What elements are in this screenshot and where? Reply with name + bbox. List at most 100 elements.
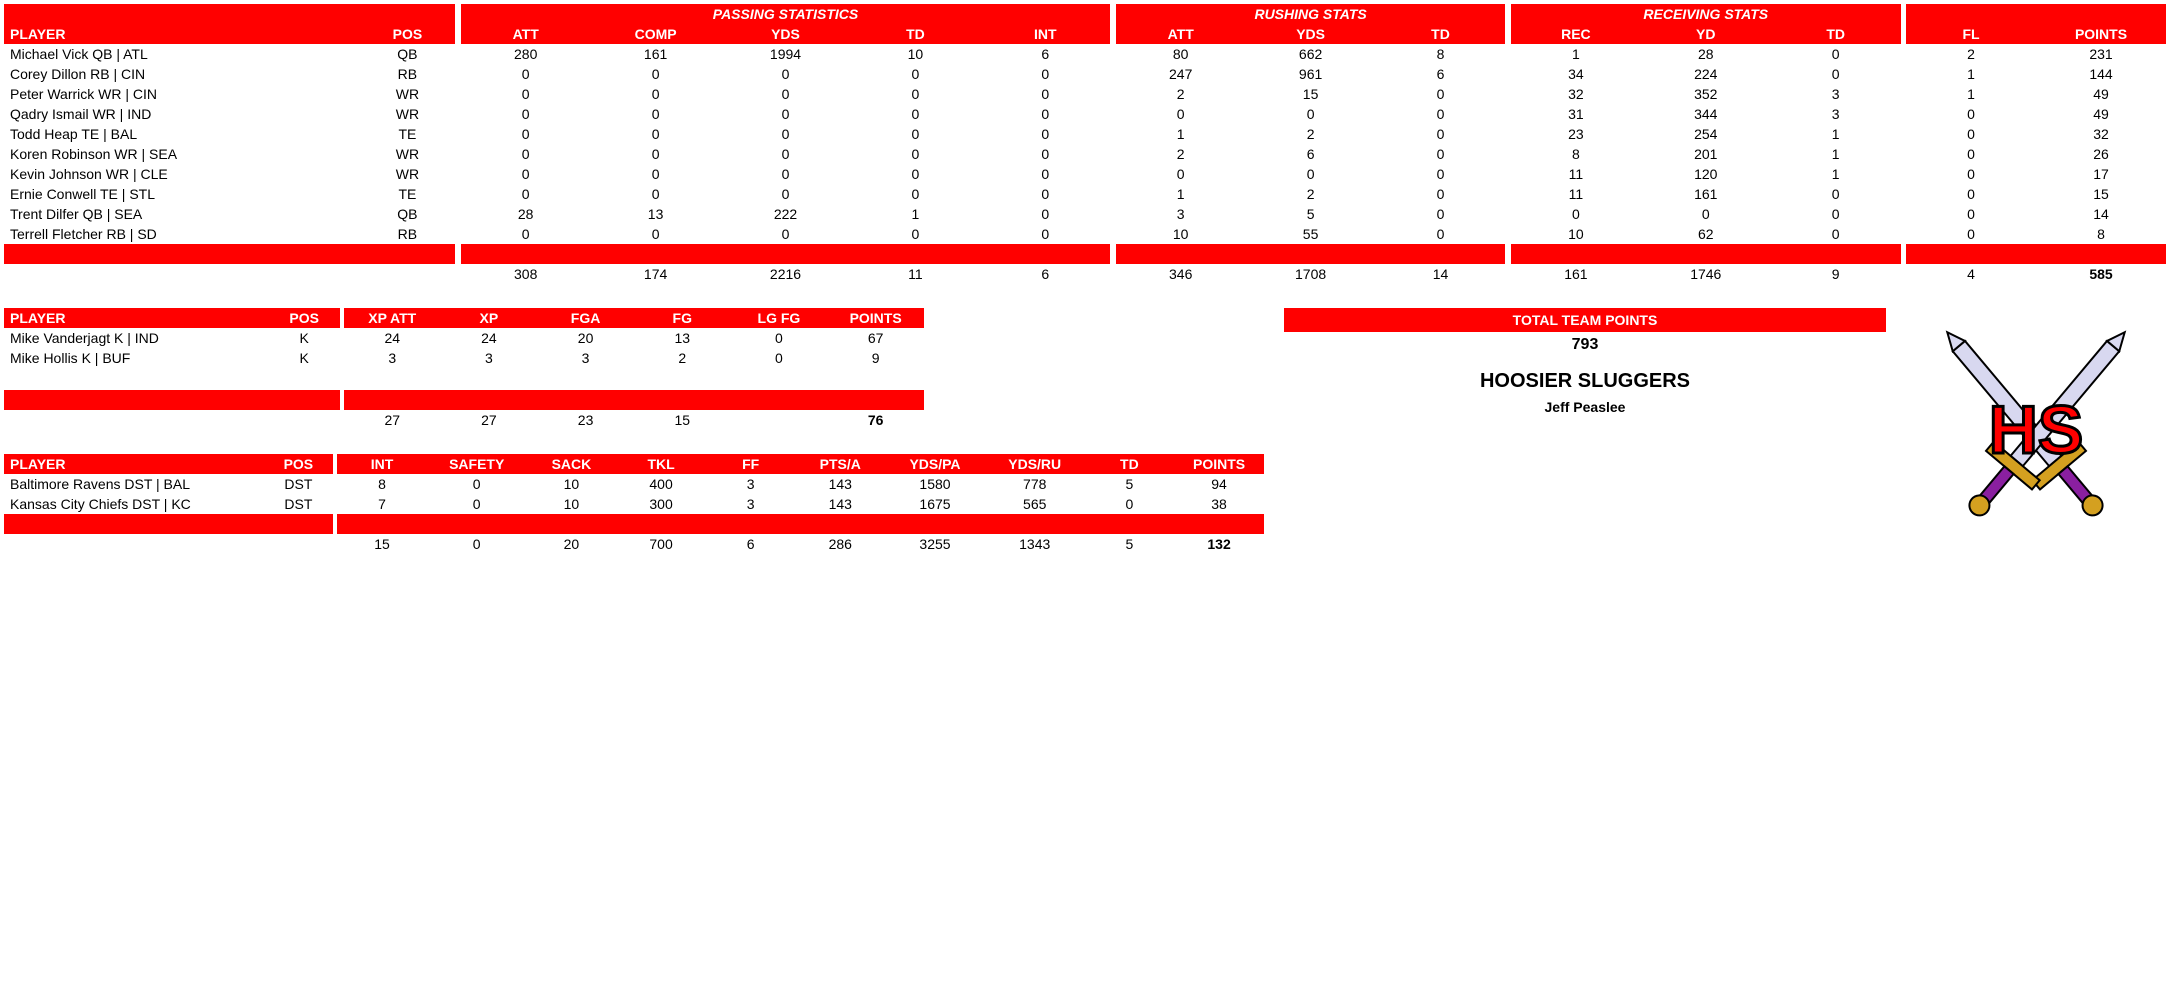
table-cell: Mike Vanderjagt K | IND	[4, 328, 269, 348]
table-cell: 231	[2036, 44, 2166, 64]
table-cell: 1	[1116, 184, 1246, 204]
table-cell: 280	[461, 44, 591, 64]
table-cell: 28	[461, 204, 591, 224]
table-row: Baltimore Ravens DST | BALDST80104003143…	[4, 474, 1264, 494]
table-cell: 0	[850, 224, 980, 244]
table-row: Kevin Johnson WR | CLEWR0000000011120101…	[4, 164, 2166, 184]
table-cell: 778	[985, 474, 1085, 494]
total-team-points-label: TOTAL TEAM POINTS	[1284, 308, 1886, 332]
table-cell: 0	[980, 184, 1110, 204]
table-cell: 3	[441, 348, 538, 368]
table-cell: 1	[1771, 124, 1901, 144]
table-cell: 11	[1511, 164, 1641, 184]
offense-totals-row: 308 174 2216 11 6 346 1708 14 161 1746 9…	[4, 264, 2166, 284]
table-cell: 0	[850, 124, 980, 144]
table-cell: 0	[1906, 224, 2036, 244]
table-cell: 254	[1641, 124, 1771, 144]
table-cell: 6	[1246, 144, 1376, 164]
table-cell: DST	[263, 494, 333, 514]
table-cell: TE	[360, 184, 456, 204]
table-cell: 400	[616, 474, 706, 494]
kickers-column-header-row: PLAYER POS XP ATT XP FGA FG LG FG POINTS	[4, 308, 924, 328]
table-row: Terrell Fletcher RB | SDRB00000105501062…	[4, 224, 2166, 244]
table-cell: 0	[721, 104, 851, 124]
table-cell: 3	[1116, 204, 1246, 224]
table-cell: 32	[1511, 84, 1641, 104]
table-cell: QB	[360, 204, 456, 224]
table-cell: WR	[360, 104, 456, 124]
table-cell: 10	[527, 494, 617, 514]
table-row: Peter Warrick WR | CINWR0000021503235231…	[4, 84, 2166, 104]
table-cell: 0	[980, 204, 1110, 224]
table-cell: TE	[360, 124, 456, 144]
table-cell: 1	[1771, 144, 1901, 164]
table-cell: 0	[1376, 144, 1506, 164]
col-rush-att: ATT	[1116, 24, 1246, 44]
table-cell: 0	[721, 124, 851, 144]
table-cell: Terrell Fletcher RB | SD	[4, 224, 360, 244]
col-pass-att: ATT	[461, 24, 591, 44]
table-cell: 0	[1771, 184, 1901, 204]
table-row: Todd Heap TE | BALTE00000120232541032	[4, 124, 2166, 144]
table-cell: 0	[591, 124, 721, 144]
table-cell: 0	[427, 494, 527, 514]
table-cell: Todd Heap TE | BAL	[4, 124, 360, 144]
table-cell: 1	[1906, 64, 2036, 84]
table-row: Ernie Conwell TE | STLTE0000012011161001…	[4, 184, 2166, 204]
table-cell: 2	[1906, 44, 2036, 64]
table-cell: 565	[985, 494, 1085, 514]
table-cell: 0	[461, 104, 591, 124]
table-cell: 0	[850, 104, 980, 124]
table-cell: 94	[1174, 474, 1264, 494]
offense-group-header-row: PASSING STATISTICS RUSHING STATS RECEIVI…	[4, 4, 2166, 24]
table-cell: 17	[2036, 164, 2166, 184]
table-cell: 8	[337, 474, 427, 494]
table-cell: Corey Dillon RB | CIN	[4, 64, 360, 84]
col-pass-td: TD	[850, 24, 980, 44]
table-cell: 0	[980, 124, 1110, 144]
table-cell: 8	[1511, 144, 1641, 164]
table-cell: 20	[537, 328, 634, 348]
kickers-separator	[4, 390, 924, 410]
table-cell: 2	[1116, 144, 1246, 164]
table-cell: 0	[850, 144, 980, 164]
passing-group-header: PASSING STATISTICS	[461, 4, 1111, 24]
table-cell: 0	[461, 224, 591, 244]
col-pos: POS	[360, 24, 456, 44]
table-cell: 0	[591, 84, 721, 104]
table-cell: 0	[1116, 164, 1246, 184]
col-pass-int: INT	[980, 24, 1110, 44]
team-logo: HS	[1906, 308, 2166, 571]
table-cell: 0	[1906, 144, 2036, 164]
table-cell: 0	[721, 144, 851, 164]
table-cell: 8	[1376, 44, 1506, 64]
table-cell: 7	[337, 494, 427, 514]
table-cell: 24	[441, 328, 538, 348]
table-cell: 0	[980, 64, 1110, 84]
table-cell: 24	[344, 328, 441, 348]
table-cell: Michael Vick QB | ATL	[4, 44, 360, 64]
table-cell: 0	[1771, 224, 1901, 244]
table-cell: 3	[1771, 104, 1901, 124]
table-cell: 23	[1511, 124, 1641, 144]
table-cell: 0	[591, 144, 721, 164]
table-cell: 1	[1511, 44, 1641, 64]
table-cell: 0	[1376, 84, 1506, 104]
table-cell: 28	[1641, 44, 1771, 64]
table-cell: Baltimore Ravens DST | BAL	[4, 474, 263, 494]
table-cell: 2	[634, 348, 731, 368]
table-cell: 15	[2036, 184, 2166, 204]
table-cell: 0	[1906, 124, 2036, 144]
table-cell: 0	[850, 64, 980, 84]
table-cell: 143	[795, 474, 885, 494]
table-cell: 6	[980, 44, 1110, 64]
col-player: PLAYER	[4, 24, 360, 44]
table-cell: 0	[980, 164, 1110, 184]
col-rush-yds: YDS	[1246, 24, 1376, 44]
table-cell: 344	[1641, 104, 1771, 124]
table-cell: Kevin Johnson WR | CLE	[4, 164, 360, 184]
table-cell: 0	[1376, 224, 1506, 244]
table-cell: 0	[1906, 184, 2036, 204]
table-cell: 0	[461, 84, 591, 104]
table-row: Mike Vanderjagt K | INDK24242013067	[4, 328, 924, 348]
